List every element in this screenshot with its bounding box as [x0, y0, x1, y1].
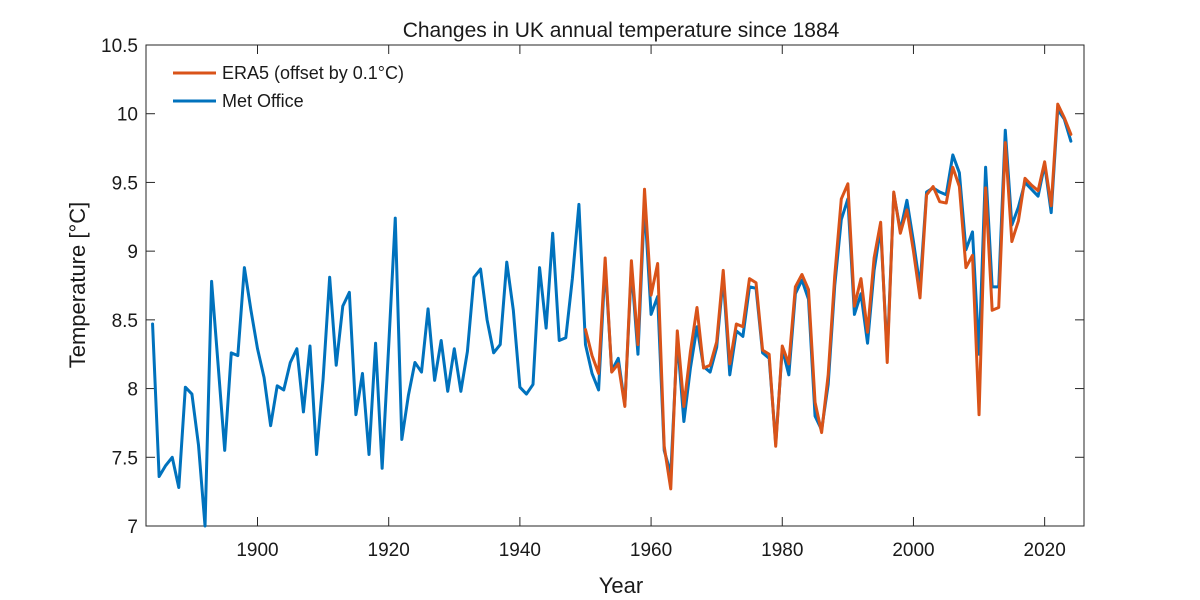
y-tick-label: 7 [127, 517, 138, 538]
chart-title: Changes in UK annual temperature since 1… [403, 19, 840, 42]
x-tick-label: 1980 [761, 540, 803, 561]
y-tick-label: 9 [127, 242, 138, 263]
y-tick-label: 9.5 [112, 173, 138, 194]
y-axis: 7 7.5 8 8.5 9 9.5 10 10.5 [101, 36, 1084, 538]
y-tick-label: 10.5 [101, 36, 138, 57]
y-tick-label: 8 [127, 380, 138, 401]
x-tick-label: 1940 [499, 540, 541, 561]
x-tick-label: 2020 [1024, 540, 1066, 561]
series-layer [151, 102, 1073, 528]
legend-label: Met Office [222, 91, 304, 111]
legend: ERA5 (offset by 0.1°C) Met Office [173, 63, 404, 111]
x-tick-label: 2000 [892, 540, 934, 561]
era5-series-line [583, 102, 1073, 491]
legend-label: ERA5 (offset by 0.1°C) [222, 63, 404, 83]
y-axis-title: Temperature [°C] [65, 202, 90, 369]
y-tick-label: 7.5 [112, 448, 138, 469]
x-axis: 1900 1920 1940 1960 1980 2000 2020 [236, 45, 1066, 561]
plot-frame [145, 44, 1085, 527]
y-tick-label: 10 [117, 105, 138, 126]
x-tick-label: 1920 [368, 540, 410, 561]
x-axis-title: Year [599, 573, 643, 598]
y-tick-label: 8.5 [112, 311, 138, 332]
x-tick-label: 1900 [236, 540, 278, 561]
met-office-series-line [151, 108, 1073, 528]
x-tick-label: 1960 [630, 540, 672, 561]
